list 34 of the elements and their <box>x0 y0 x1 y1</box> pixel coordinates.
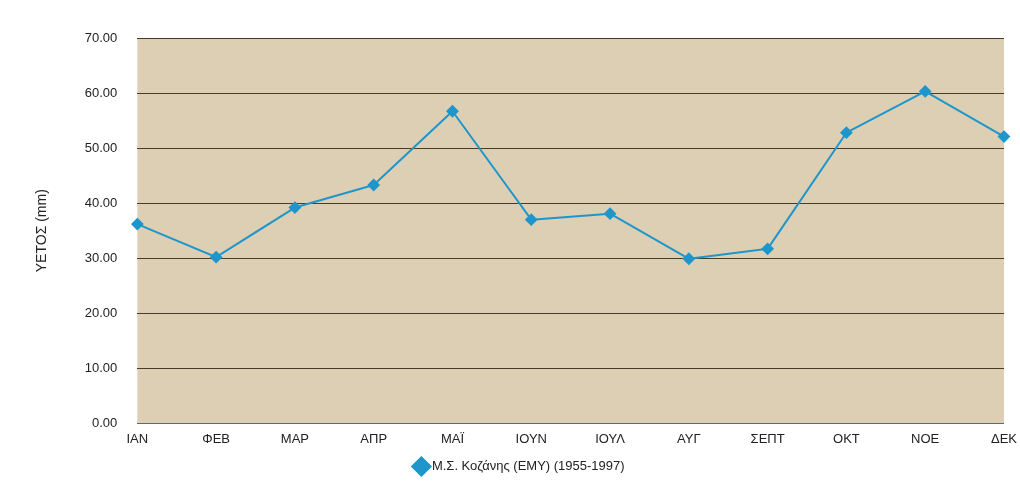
x-tick-label: ΙΑΝ <box>126 430 149 446</box>
point <box>761 242 774 255</box>
x-tick-label: ΑΠΡ <box>360 430 388 446</box>
point <box>604 207 617 220</box>
y-axis-title: ΥΕΤΟΣ (mm) <box>33 189 50 273</box>
y-tick-label: 20.00 <box>84 304 118 320</box>
x-tick-label: ΟΚΤ <box>833 430 860 446</box>
point <box>525 213 538 226</box>
x-tick-label: ΜΑΡ <box>280 430 309 446</box>
x-tick-label: ΔΕΚ <box>990 430 1018 446</box>
x-tick-label: ΑΥΓ <box>677 430 701 446</box>
point <box>997 130 1010 143</box>
y-tick-label: 50.00 <box>84 139 118 155</box>
point <box>210 251 223 264</box>
legend-label: Μ.Σ. Κοζάνης (ΕΜΥ) (1955-1997) <box>431 458 625 474</box>
y-tick-label: 40.00 <box>84 194 118 210</box>
x-tick-label: ΣΕΠΤ <box>750 430 785 446</box>
x-tick-label: ΙΟΥΝ <box>515 430 547 446</box>
point <box>919 85 932 98</box>
y-tick-label: 10.00 <box>84 359 118 375</box>
y-tick-label: 30.00 <box>84 249 118 265</box>
y-tick-label: 70.00 <box>84 29 118 45</box>
y-tick-label: 0.00 <box>92 414 118 430</box>
point <box>682 252 695 265</box>
point <box>840 126 853 139</box>
point <box>131 218 144 231</box>
x-tick-label: ΙΟΥΛ <box>595 430 626 446</box>
point <box>367 179 380 191</box>
x-tick-label: ΝΟΕ <box>911 430 940 446</box>
point <box>446 105 459 118</box>
x-tick-label: ΦΕΒ <box>202 430 230 446</box>
y-tick-label: 60.00 <box>84 84 118 100</box>
point <box>288 201 301 214</box>
x-tick-label: ΜΑΪ <box>440 430 465 446</box>
